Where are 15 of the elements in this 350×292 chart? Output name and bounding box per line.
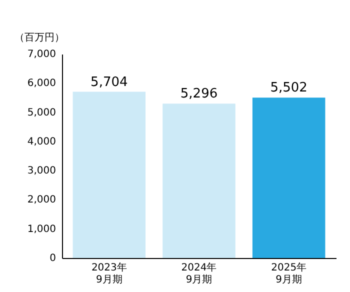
y-tick-label: 2,000: [27, 194, 56, 206]
x-tick-label: 2024年 9月期: [181, 262, 217, 286]
data-label: 5,704: [90, 74, 128, 90]
y-tick-label: 7,000: [27, 49, 56, 60]
y-tick-label: 4,000: [27, 136, 56, 148]
y-tick-label: 0: [50, 253, 56, 264]
data-label: 5,296: [180, 86, 218, 102]
y-axis-title: （百万円）: [14, 32, 64, 44]
data-label: 5,502: [270, 80, 308, 96]
x-tick-label: 2023年 9月期: [91, 262, 127, 286]
y-tick-label: 6,000: [27, 78, 56, 90]
x-tick-label: 2025年 9月期: [271, 262, 307, 286]
y-tick-label: 3,000: [27, 166, 56, 177]
y-tick-label: 1,000: [27, 224, 56, 235]
y-tick-label: 5,000: [27, 107, 56, 118]
